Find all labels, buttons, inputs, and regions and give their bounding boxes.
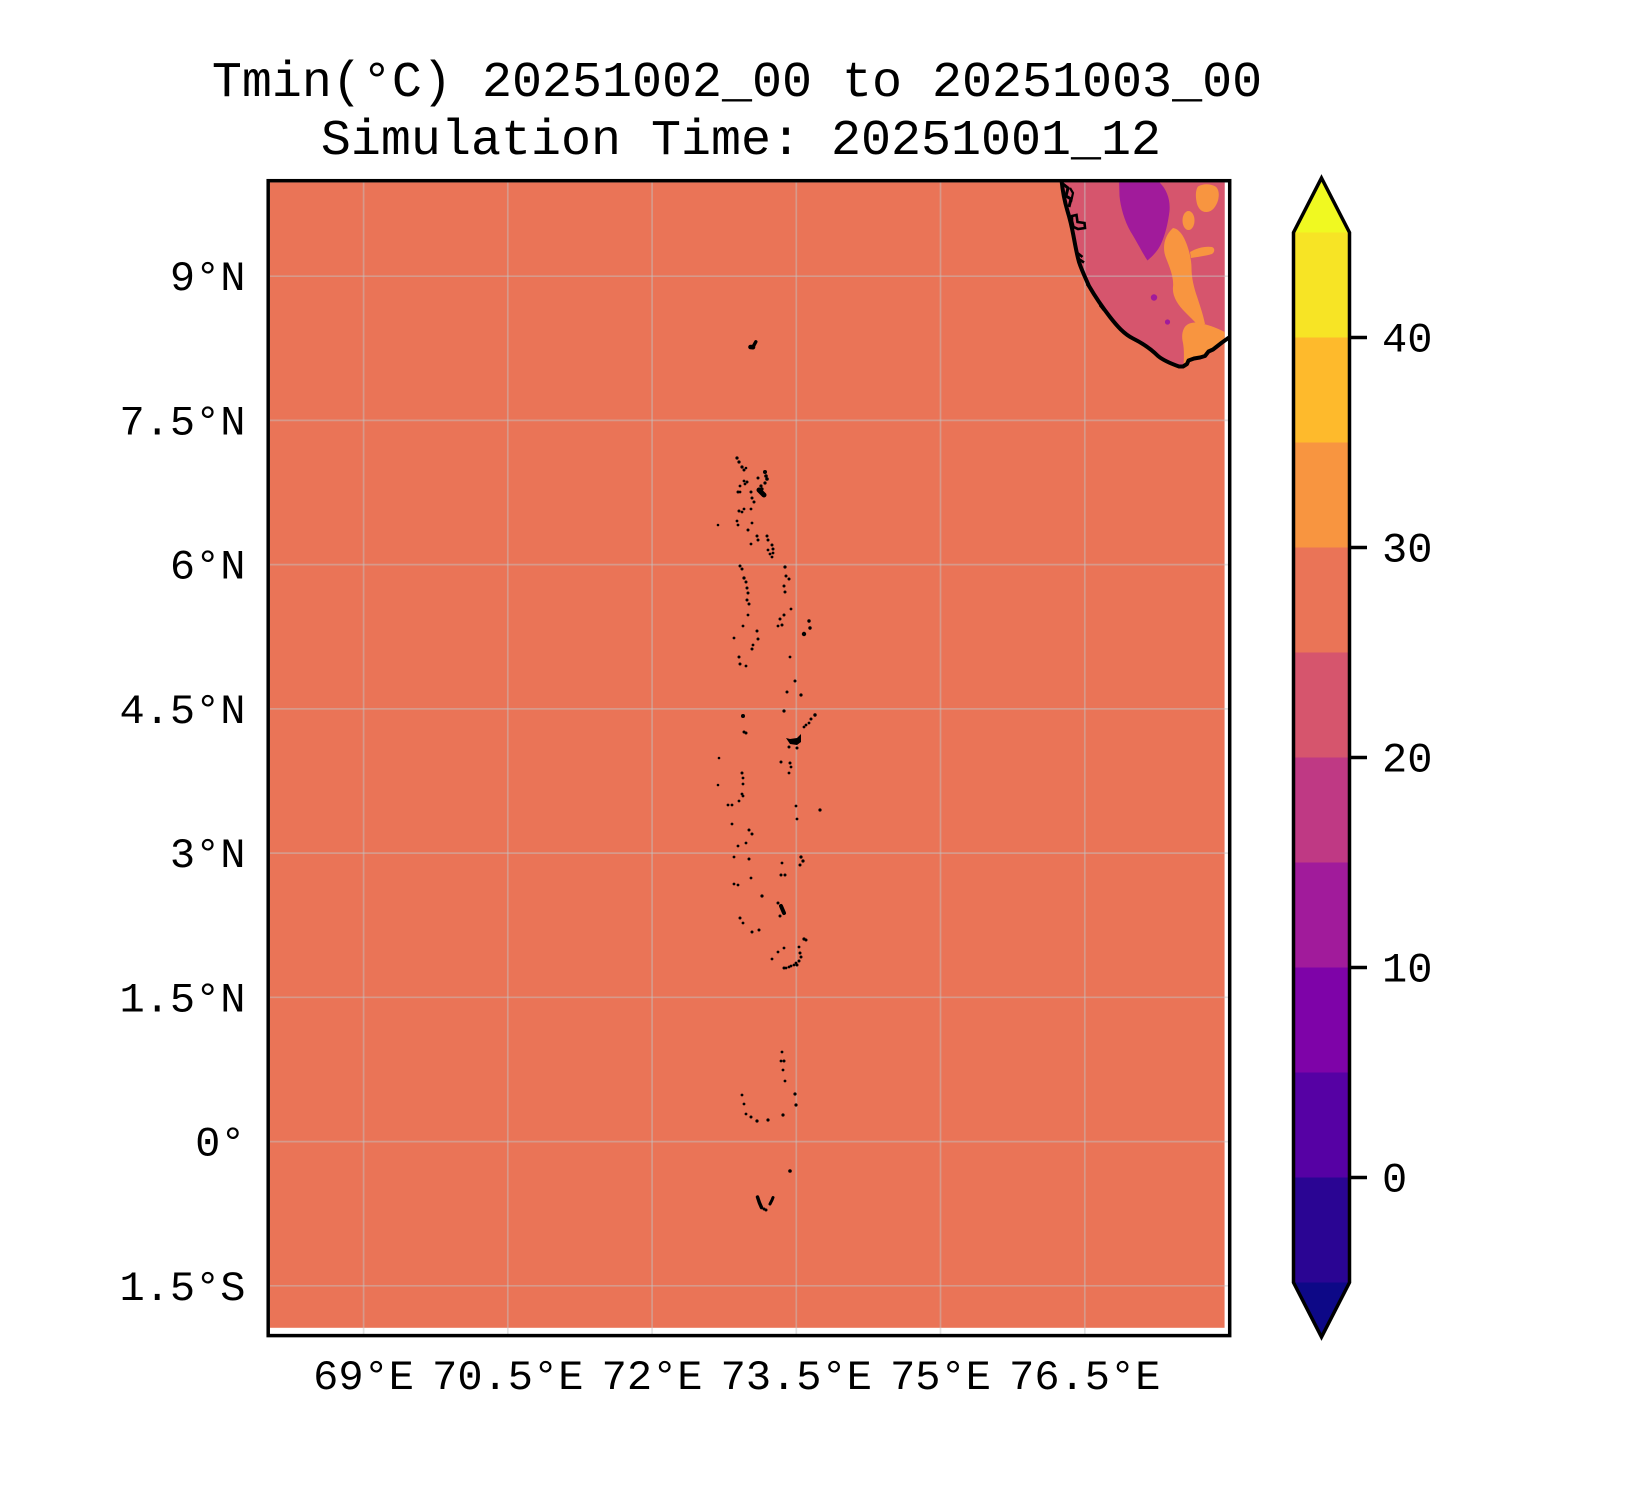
svg-text:10: 10 xyxy=(1382,947,1432,995)
svg-text:1.5°N: 1.5°N xyxy=(119,976,245,1024)
svg-text:1.5°S: 1.5°S xyxy=(119,1265,245,1313)
svg-text:69°E: 69°E xyxy=(313,1354,414,1402)
svg-text:30: 30 xyxy=(1382,527,1432,575)
svg-text:70.5°E: 70.5°E xyxy=(432,1354,583,1402)
svg-text:Tmin(°C) 20251002_00 to 202510: Tmin(°C) 20251002_00 to 20251003_00 xyxy=(212,55,1262,112)
svg-text:20: 20 xyxy=(1382,737,1432,785)
svg-text:6°N: 6°N xyxy=(170,544,246,592)
svg-text:0: 0 xyxy=(1382,1157,1407,1205)
svg-text:75°E: 75°E xyxy=(890,1354,991,1402)
svg-text:4.5°N: 4.5°N xyxy=(119,688,245,736)
svg-text:73.5°E: 73.5°E xyxy=(721,1354,872,1402)
svg-text:40: 40 xyxy=(1382,317,1432,365)
svg-text:7.5°N: 7.5°N xyxy=(119,399,245,447)
svg-text:76.5°E: 76.5°E xyxy=(1009,1354,1160,1402)
svg-text:0°: 0° xyxy=(195,1121,245,1169)
svg-text:72°E: 72°E xyxy=(602,1354,703,1402)
svg-text:9°N: 9°N xyxy=(170,255,246,303)
svg-text:Simulation Time: 20251001_12: Simulation Time: 20251001_12 xyxy=(321,113,1161,170)
svg-text:3°N: 3°N xyxy=(170,832,246,880)
